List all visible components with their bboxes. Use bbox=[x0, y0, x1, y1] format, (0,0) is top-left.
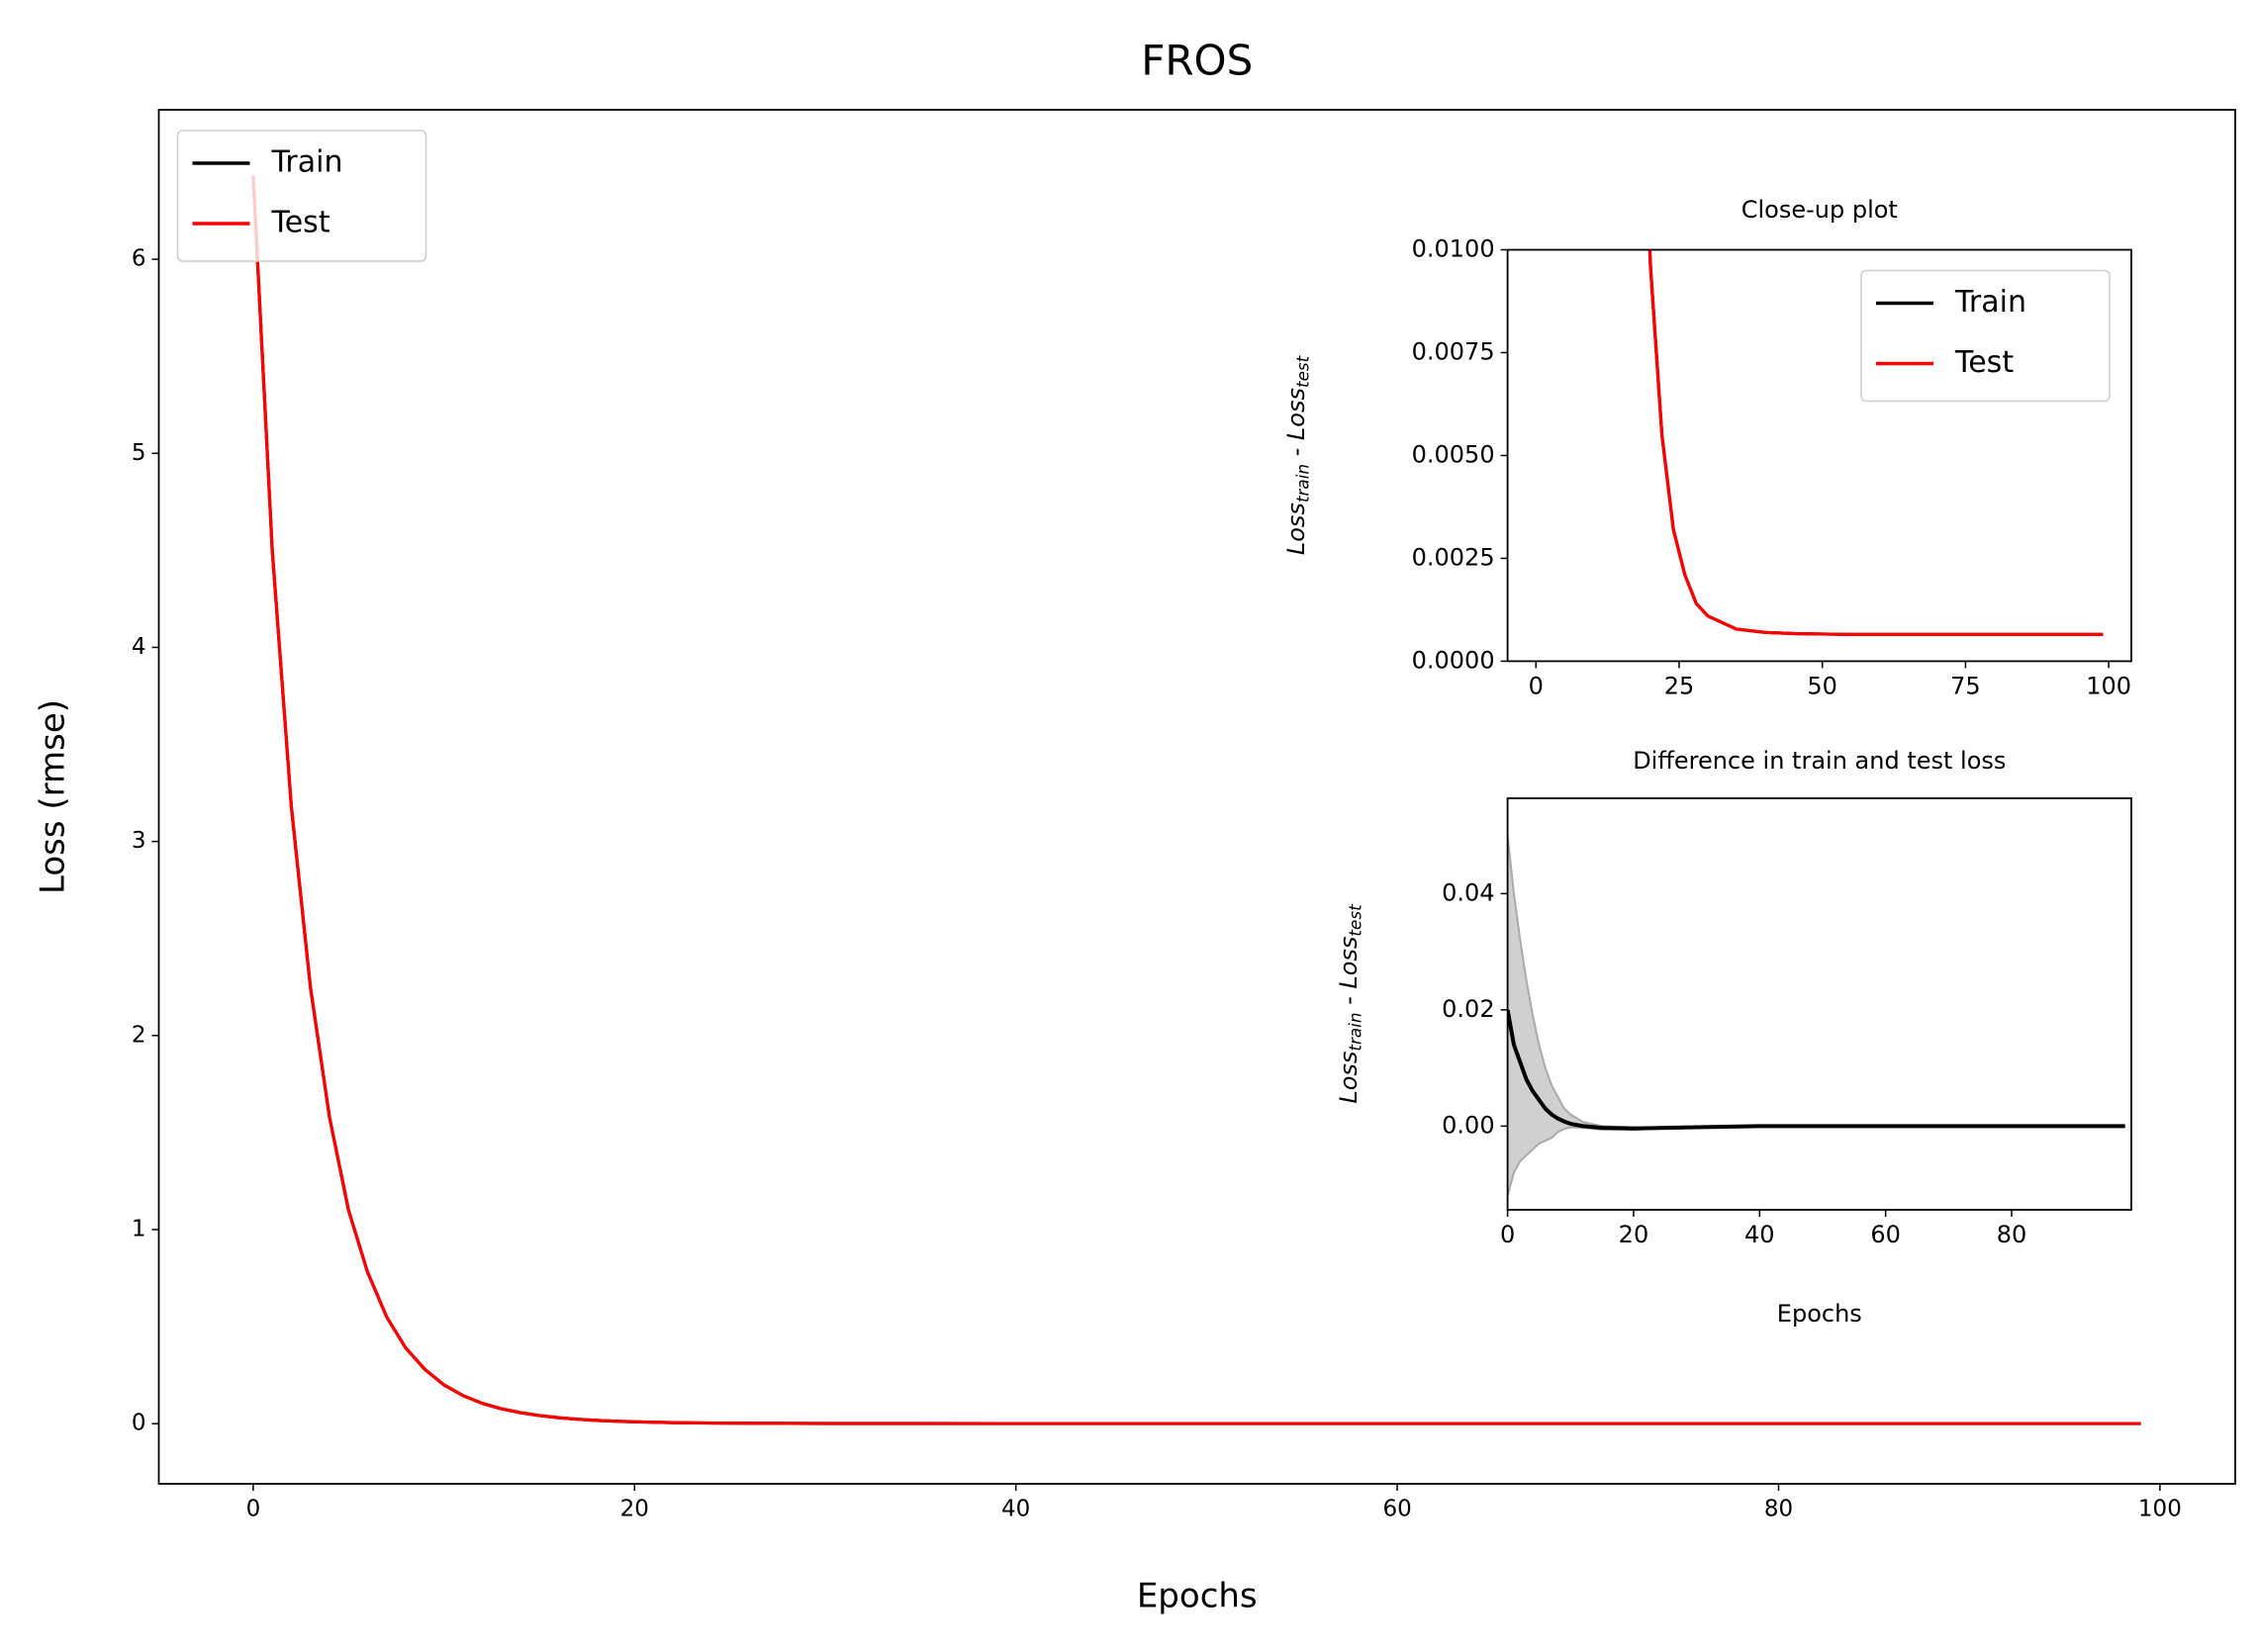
y-tick-label: 0.04 bbox=[1442, 878, 1494, 906]
y-tick-label: 1 bbox=[132, 1216, 146, 1241]
y-tick-label: 4 bbox=[132, 634, 146, 660]
chart-title: Close-up plot bbox=[1741, 196, 1898, 224]
legend-label: Test bbox=[271, 206, 330, 240]
axes-frame bbox=[1506, 797, 2132, 1211]
x-tick-label: 80 bbox=[1764, 1497, 1793, 1522]
legend-label: Test bbox=[1954, 345, 2014, 380]
x-tick-label: 40 bbox=[1001, 1497, 1030, 1522]
y-tick-label: 0.0050 bbox=[1412, 440, 1495, 468]
y-label-part: Loss bbox=[1335, 937, 1363, 989]
x-axis-label: Epochs bbox=[1777, 1300, 1862, 1328]
y-label-part: Loss bbox=[1282, 503, 1310, 555]
y-tick-label: 3 bbox=[132, 828, 146, 854]
y-tick-label: 0.00 bbox=[1442, 1111, 1494, 1139]
x-tick-label: 0 bbox=[246, 1497, 261, 1522]
y-axis-label: Losstrain - Losstest bbox=[1335, 903, 1365, 1104]
y-tick-label: 0.0000 bbox=[1412, 646, 1495, 674]
x-tick-label: 80 bbox=[1997, 1221, 2027, 1248]
y-label-part: test bbox=[1346, 903, 1365, 937]
y-tick-label: 0 bbox=[132, 1411, 146, 1436]
y-tick-label: 0.0025 bbox=[1412, 543, 1495, 571]
y-axis-label: Losstrain - Losstest bbox=[1282, 354, 1313, 555]
y-label-part: Loss bbox=[1335, 1052, 1363, 1104]
plot-area bbox=[1507, 835, 2125, 1197]
x-tick-label: 100 bbox=[2138, 1497, 2182, 1522]
y-tick-label: 0.0075 bbox=[1412, 337, 1495, 365]
x-tick-label: 0 bbox=[1529, 672, 1544, 699]
y-tick-label: 5 bbox=[132, 440, 146, 466]
y-tick-label: 0.02 bbox=[1442, 995, 1494, 1023]
x-tick-label: 20 bbox=[620, 1497, 649, 1522]
y-tick-label: 2 bbox=[132, 1022, 146, 1048]
x-tick-label: 100 bbox=[2086, 672, 2131, 699]
x-tick-label: 50 bbox=[1807, 672, 1837, 699]
axes-frame bbox=[1506, 248, 2132, 663]
y-tick-label: 6 bbox=[132, 246, 146, 272]
legend-label: Train bbox=[271, 145, 343, 180]
legend-label: Train bbox=[1954, 285, 2026, 320]
x-tick-label: 75 bbox=[1950, 672, 1981, 699]
y-tick-label: 0.0100 bbox=[1412, 235, 1495, 263]
x-tick-label: 60 bbox=[1382, 1497, 1411, 1522]
y-label-part: train bbox=[1293, 464, 1313, 503]
y-label-part: test bbox=[1293, 354, 1313, 388]
axes-frame bbox=[157, 109, 2236, 1485]
x-tick-label: 25 bbox=[1664, 672, 1695, 699]
y-label-part: Loss bbox=[1282, 388, 1310, 440]
x-tick-label: 40 bbox=[1744, 1221, 1775, 1248]
series-line bbox=[1647, 249, 2104, 636]
x-tick-label: 60 bbox=[1870, 1221, 1901, 1248]
y-axis-label: Loss (rmse) bbox=[34, 699, 73, 894]
y-label-part: - bbox=[1335, 989, 1363, 1013]
chart-title: Difference in train and test loss bbox=[1633, 747, 2006, 775]
series-line bbox=[251, 175, 2141, 1425]
x-axis-label: Epochs bbox=[1137, 1577, 1258, 1616]
series-line bbox=[1507, 1009, 2125, 1131]
plot-area bbox=[251, 175, 2141, 1425]
x-tick-label: 20 bbox=[1619, 1221, 1649, 1248]
chart-title: FROS bbox=[1141, 37, 1253, 85]
plot-area bbox=[1647, 249, 2104, 636]
x-tick-label: 0 bbox=[1500, 1221, 1515, 1248]
y-label-part: train bbox=[1346, 1013, 1365, 1052]
y-label-part: - bbox=[1282, 440, 1310, 464]
